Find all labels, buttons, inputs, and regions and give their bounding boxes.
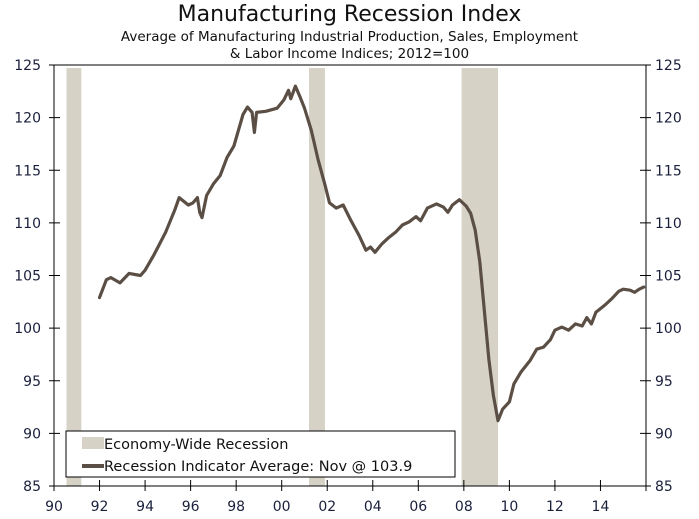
x-tick-label: 90 <box>45 499 63 515</box>
x-tick-label: 00 <box>273 499 291 515</box>
chart-subtitle-line-2: & Labor Income Indices; 2012=100 <box>229 46 470 62</box>
y-tick-label-left: 95 <box>23 374 41 390</box>
tick-marks <box>49 64 651 491</box>
y-tick-label-left: 120 <box>14 111 41 127</box>
y-tick-label-left: 110 <box>14 216 41 232</box>
x-tick-label: 96 <box>182 499 200 515</box>
legend: Economy-Wide Recession Recession Indicat… <box>65 430 456 478</box>
x-tick-label: 08 <box>455 499 473 515</box>
y-tick-label-left: 125 <box>14 58 41 74</box>
y-tick-label-left: 105 <box>14 269 41 285</box>
y-tick-label-left: 115 <box>14 163 41 179</box>
legend-swatch-recession <box>82 437 104 449</box>
axes <box>53 64 647 487</box>
series-layer <box>97 84 646 423</box>
y-tick-label-left: 100 <box>14 321 41 337</box>
y-tick-label-left: 90 <box>23 426 41 442</box>
y-tick-label-right: 85 <box>655 479 673 495</box>
x-tick-label: 10 <box>500 499 518 515</box>
y-tick-label-right: 100 <box>655 321 682 337</box>
legend-label-recession: Economy-Wide Recession <box>104 437 288 453</box>
series-line-0 <box>97 84 646 423</box>
x-tick-label: 94 <box>136 499 154 515</box>
x-tick-label: 14 <box>592 499 610 515</box>
legend-box <box>65 430 456 478</box>
x-tick-label: 02 <box>318 499 336 515</box>
x-tick-label: 92 <box>91 499 109 515</box>
y-tick-label-right: 115 <box>655 163 682 179</box>
x-tick-label: 06 <box>409 499 427 515</box>
y-tick-label-right: 110 <box>655 216 682 232</box>
y-tick-label-right: 95 <box>655 374 673 390</box>
x-tick-label: 98 <box>227 499 245 515</box>
x-tick-label: 04 <box>364 499 382 515</box>
recession-bar-0 <box>66 68 82 486</box>
y-tick-label-right: 90 <box>655 426 673 442</box>
recession-shading-layer <box>66 68 498 486</box>
y-tick-label-right: 125 <box>655 58 682 74</box>
legend-label-indicator: Recession Indicator Average: Nov @ 103.9 <box>104 459 412 475</box>
x-tick-label: 12 <box>546 499 564 515</box>
y-tick-label-right: 105 <box>655 269 682 285</box>
y-tick-label-right: 120 <box>655 111 682 127</box>
chart-title: Manufacturing Recession Index <box>177 2 522 27</box>
y-tick-label-left: 85 <box>23 479 41 495</box>
chart-subtitle-line-1: Average of Manufacturing Industrial Prod… <box>120 29 579 45</box>
